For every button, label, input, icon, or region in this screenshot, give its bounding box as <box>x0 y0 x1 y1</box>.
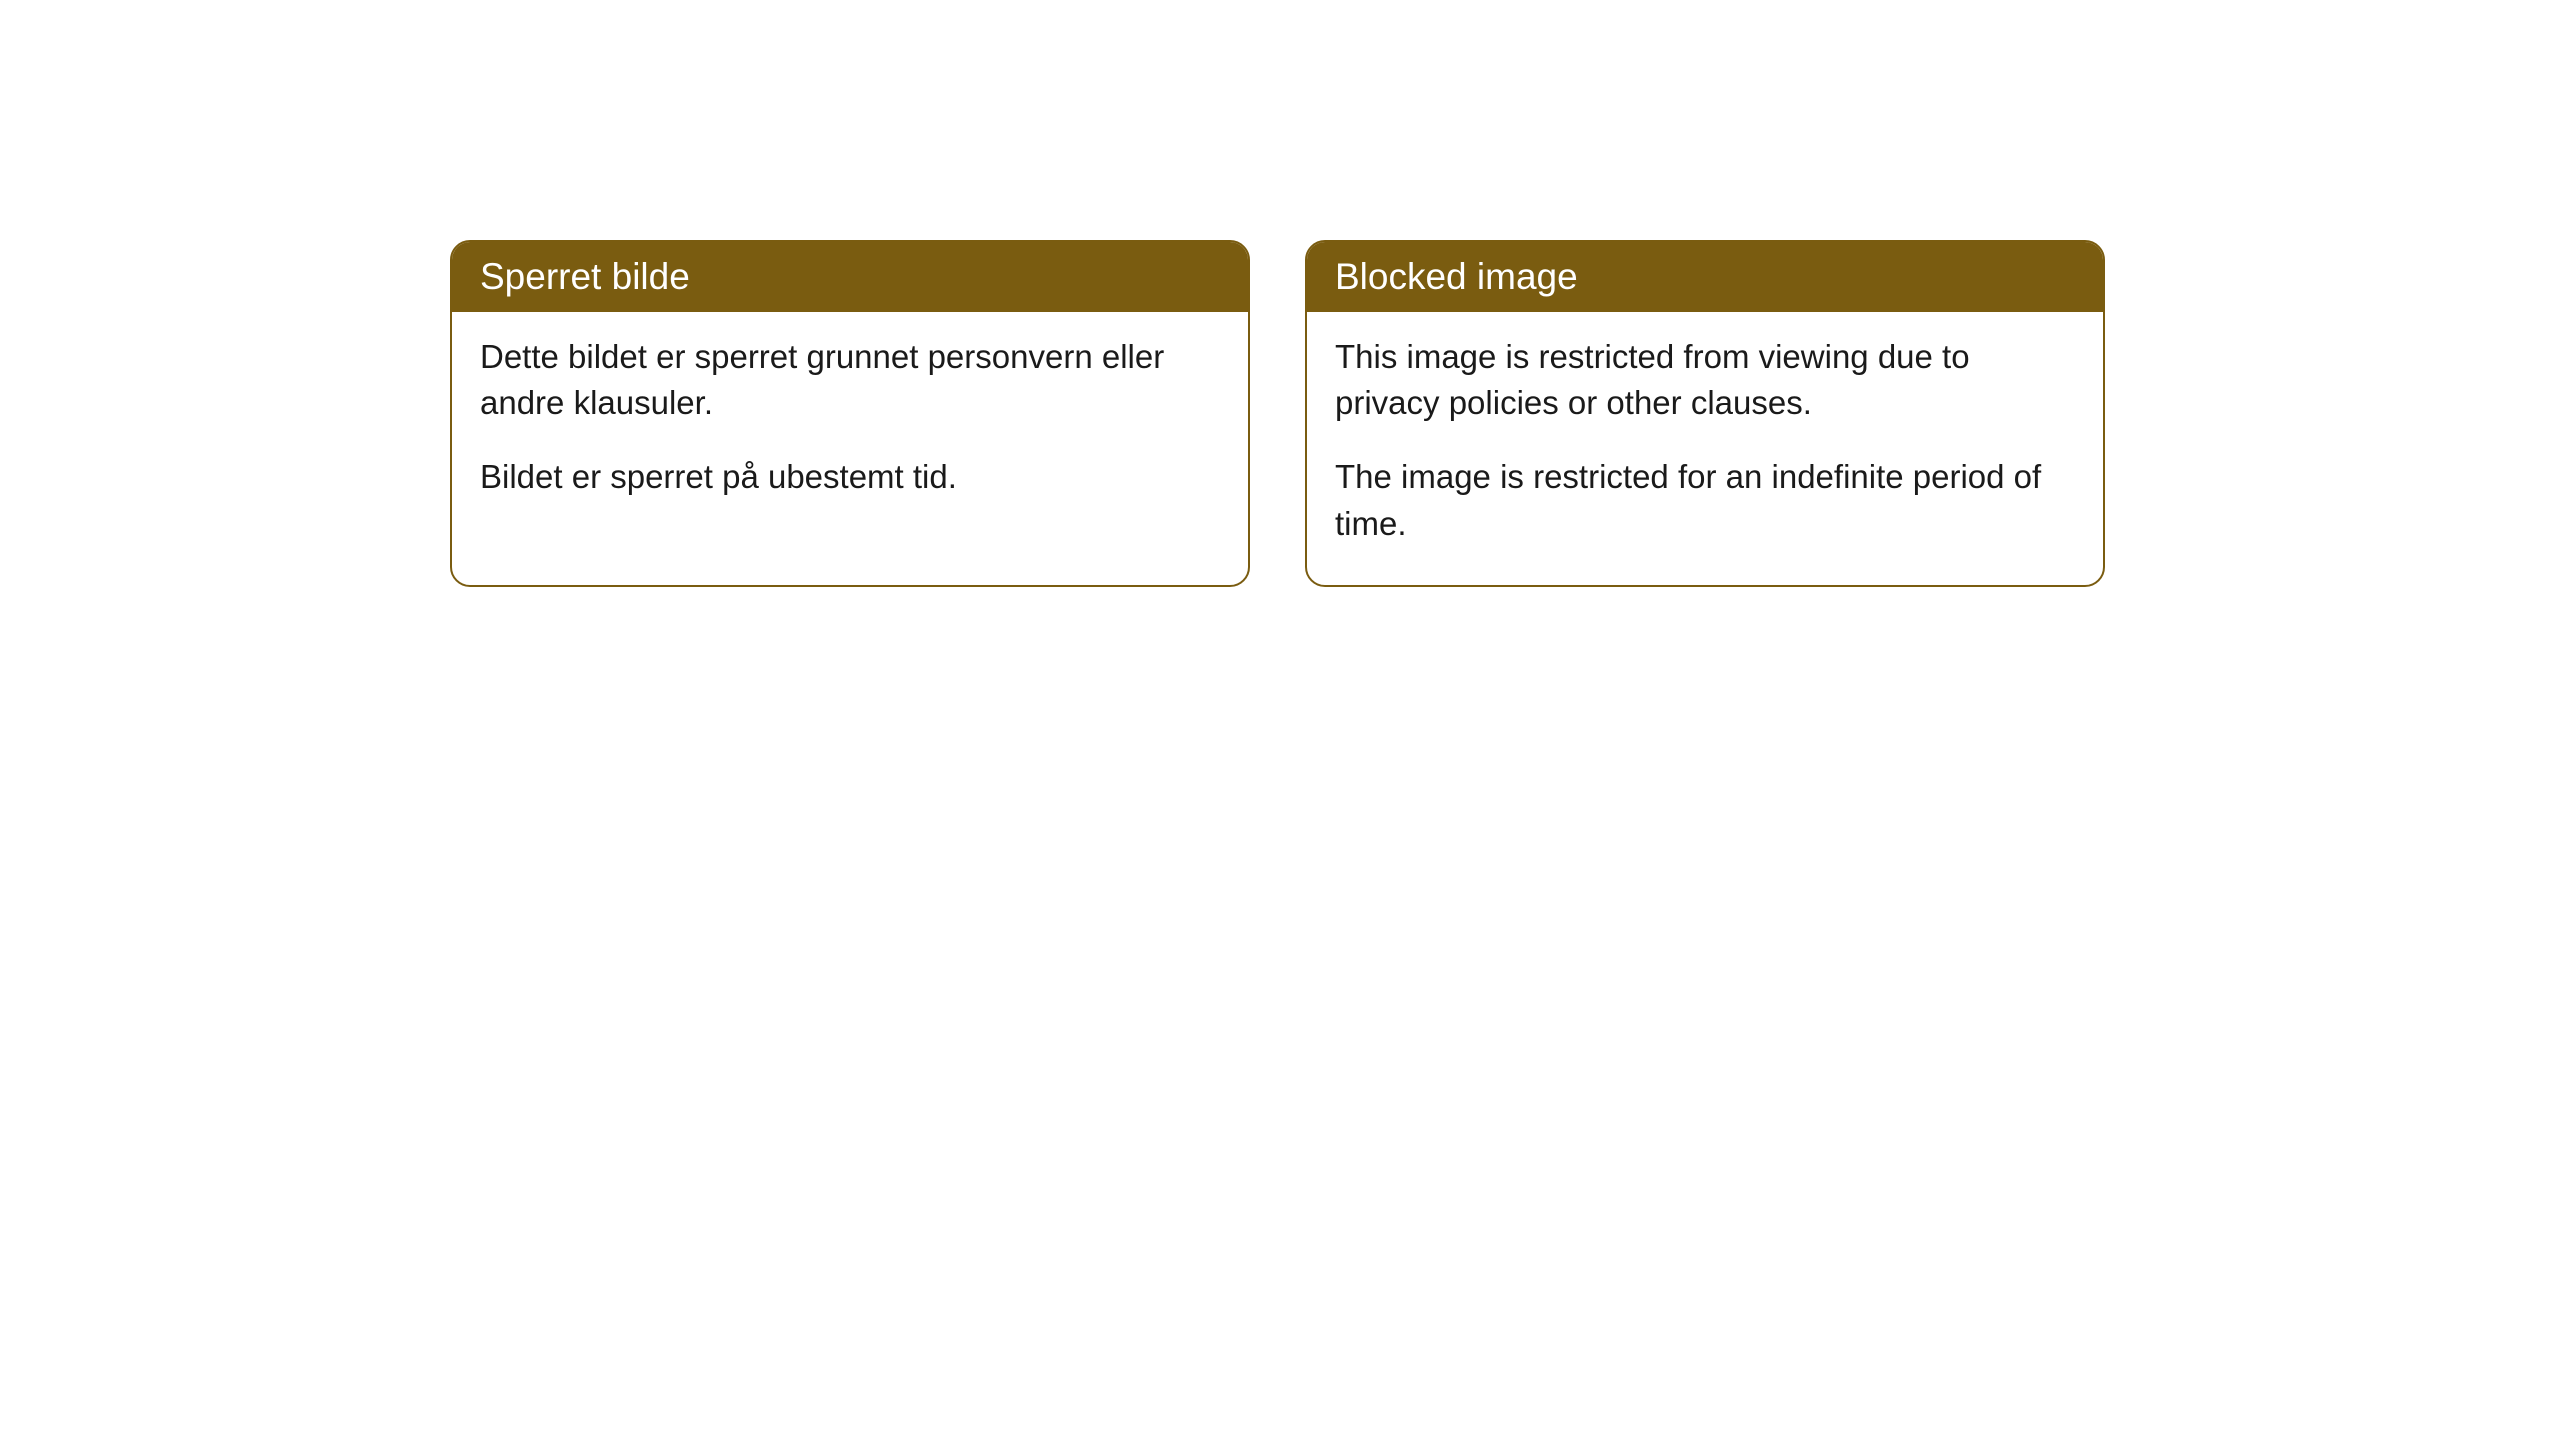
notice-card-norwegian: Sperret bilde Dette bildet er sperret gr… <box>450 240 1250 587</box>
body-paragraph: Dette bildet er sperret grunnet personve… <box>480 334 1220 426</box>
body-paragraph: The image is restricted for an indefinit… <box>1335 454 2075 546</box>
card-header: Sperret bilde <box>452 242 1248 312</box>
notice-card-english: Blocked image This image is restricted f… <box>1305 240 2105 587</box>
notice-container: Sperret bilde Dette bildet er sperret gr… <box>0 0 2560 587</box>
card-body: This image is restricted from viewing du… <box>1307 312 2103 585</box>
card-body: Dette bildet er sperret grunnet personve… <box>452 312 1248 539</box>
body-paragraph: Bildet er sperret på ubestemt tid. <box>480 454 1220 500</box>
card-header: Blocked image <box>1307 242 2103 312</box>
body-paragraph: This image is restricted from viewing du… <box>1335 334 2075 426</box>
